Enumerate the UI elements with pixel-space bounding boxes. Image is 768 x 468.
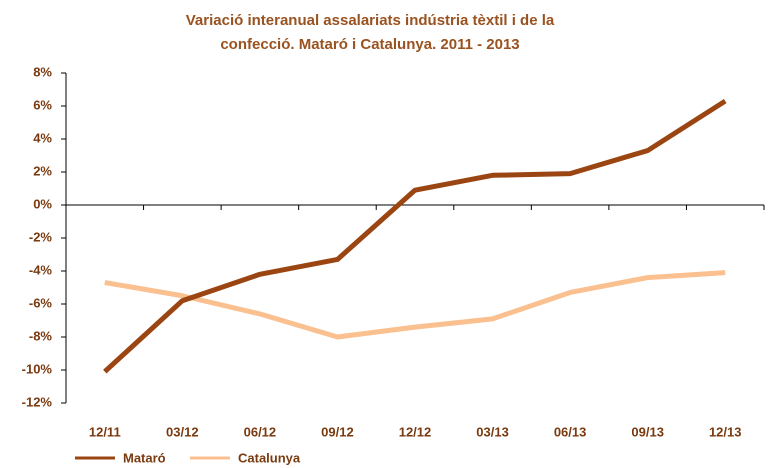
y-tick-label: 4% (33, 130, 52, 145)
legend-label: Catalunya (238, 450, 301, 465)
x-tick-label: 06/13 (554, 424, 587, 439)
x-tick-label: 09/13 (631, 424, 664, 439)
x-tick-label: 12/13 (709, 424, 742, 439)
chart-title: Variació interanual assalariats indústri… (186, 12, 555, 29)
y-tick-label: -6% (29, 295, 53, 310)
y-tick-label: -2% (29, 229, 53, 244)
line-series (104, 270, 726, 340)
y-tick-label: -8% (29, 328, 53, 343)
y-tick-label: 0% (33, 196, 52, 211)
y-tick-label: -12% (22, 394, 53, 409)
line-series (103, 98, 727, 374)
y-tick-label: 8% (33, 64, 52, 79)
x-tick-label: 03/12 (166, 424, 199, 439)
chart-title: confecció. Mataró i Catalunya. 2011 - 20… (220, 36, 519, 53)
y-tick-label: 6% (33, 97, 52, 112)
y-tick-label: -4% (29, 262, 53, 277)
x-tick-label: 06/12 (244, 424, 277, 439)
x-tick-label: 12/12 (399, 424, 432, 439)
y-tick-label: -10% (22, 361, 53, 376)
y-tick-label: 2% (33, 163, 52, 178)
x-tick-label: 09/12 (321, 424, 354, 439)
x-tick-label: 03/13 (476, 424, 509, 439)
legend-label: Mataró (123, 450, 166, 465)
x-tick-label: 12/11 (89, 424, 121, 439)
